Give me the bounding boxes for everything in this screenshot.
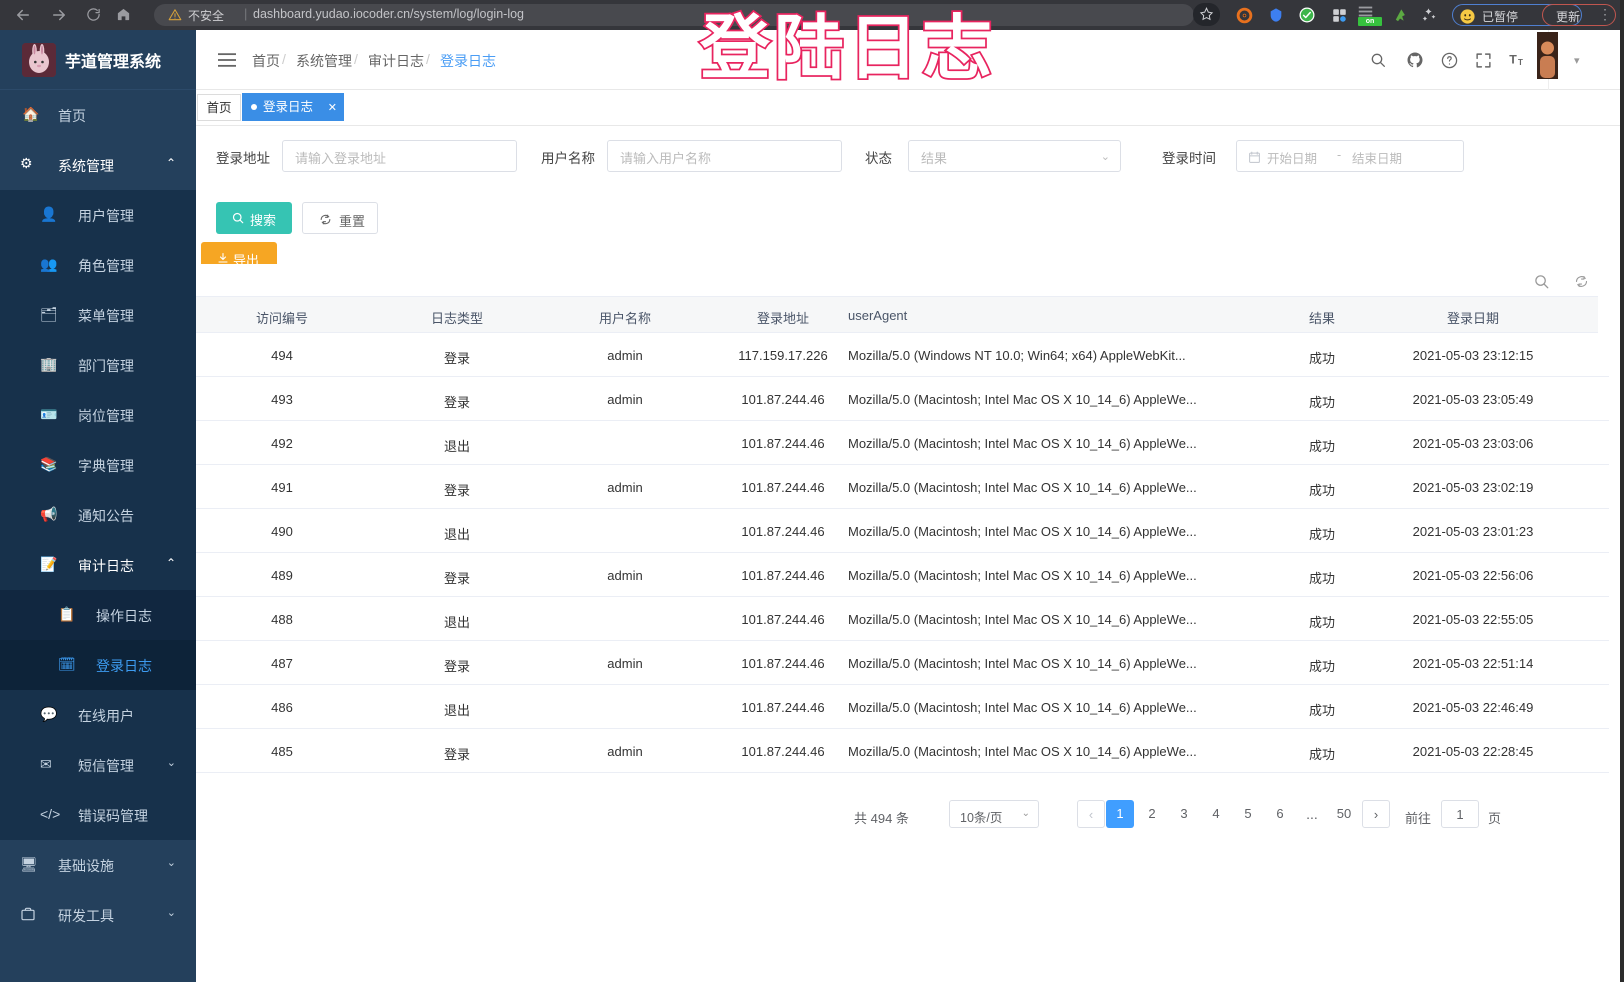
svg-text:T: T (1509, 53, 1517, 67)
svg-text:T: T (1518, 58, 1523, 67)
